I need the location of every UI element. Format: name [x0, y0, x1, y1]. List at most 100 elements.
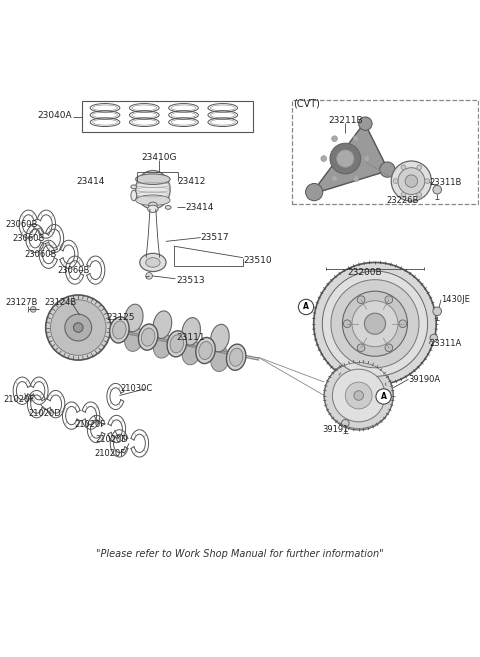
- Ellipse shape: [136, 171, 170, 209]
- Circle shape: [405, 175, 418, 187]
- Circle shape: [299, 300, 314, 315]
- Ellipse shape: [165, 206, 171, 210]
- Circle shape: [357, 296, 365, 304]
- Text: 23124B: 23124B: [45, 298, 77, 307]
- Ellipse shape: [211, 347, 229, 371]
- Circle shape: [401, 165, 406, 170]
- Text: A: A: [303, 302, 309, 311]
- Circle shape: [50, 300, 106, 355]
- Ellipse shape: [131, 190, 137, 200]
- Bar: [82, 101, 253, 132]
- Circle shape: [331, 280, 419, 368]
- Circle shape: [61, 337, 69, 345]
- Text: A: A: [381, 392, 386, 401]
- Circle shape: [425, 179, 430, 183]
- Circle shape: [323, 271, 428, 376]
- Circle shape: [332, 175, 337, 181]
- Circle shape: [88, 310, 96, 318]
- Circle shape: [385, 296, 393, 304]
- Text: 23200B: 23200B: [347, 267, 382, 277]
- Ellipse shape: [211, 325, 229, 352]
- Text: 23060B: 23060B: [5, 219, 38, 229]
- Text: 23060B: 23060B: [57, 265, 90, 275]
- Text: 21020D: 21020D: [96, 435, 128, 444]
- Circle shape: [46, 295, 111, 360]
- Circle shape: [399, 320, 407, 328]
- Text: 23060B: 23060B: [24, 250, 57, 259]
- Circle shape: [342, 291, 408, 356]
- Circle shape: [336, 150, 354, 168]
- Ellipse shape: [124, 304, 143, 332]
- Ellipse shape: [113, 321, 126, 339]
- Ellipse shape: [146, 258, 160, 267]
- Text: 39190A: 39190A: [408, 374, 441, 384]
- Circle shape: [417, 193, 421, 197]
- Circle shape: [354, 391, 363, 400]
- Ellipse shape: [136, 174, 170, 185]
- Ellipse shape: [153, 311, 172, 338]
- Ellipse shape: [131, 185, 137, 189]
- Circle shape: [352, 301, 398, 347]
- Ellipse shape: [110, 317, 129, 343]
- Circle shape: [343, 320, 351, 328]
- Ellipse shape: [167, 330, 187, 357]
- Text: 23513: 23513: [177, 276, 205, 285]
- Text: 23311A: 23311A: [429, 339, 461, 348]
- Circle shape: [376, 389, 391, 404]
- Text: 1430JE: 1430JE: [441, 295, 470, 304]
- Text: 21020F: 21020F: [94, 449, 125, 459]
- Ellipse shape: [124, 327, 143, 351]
- Circle shape: [357, 344, 365, 351]
- Circle shape: [314, 262, 436, 385]
- Text: 23517: 23517: [201, 233, 229, 242]
- Circle shape: [391, 161, 432, 201]
- Circle shape: [341, 419, 349, 427]
- Text: "Please refer to Work Shop Manual for further information": "Please refer to Work Shop Manual for fu…: [96, 549, 384, 559]
- Circle shape: [380, 162, 395, 177]
- Circle shape: [359, 117, 372, 130]
- Circle shape: [30, 306, 36, 312]
- Circle shape: [385, 344, 393, 351]
- Text: 21020F: 21020F: [75, 420, 106, 429]
- Text: (CVT): (CVT): [294, 99, 321, 108]
- Text: 23226B: 23226B: [386, 196, 419, 205]
- Text: 23127B: 23127B: [5, 298, 38, 307]
- Ellipse shape: [153, 333, 172, 358]
- Ellipse shape: [141, 328, 155, 346]
- Text: 23414: 23414: [185, 203, 213, 212]
- Text: 21030C: 21030C: [120, 384, 153, 394]
- Polygon shape: [311, 123, 388, 194]
- Text: 39191: 39191: [323, 424, 349, 434]
- Circle shape: [73, 323, 83, 332]
- Circle shape: [433, 185, 442, 194]
- Ellipse shape: [136, 195, 170, 206]
- Text: 23211B: 23211B: [328, 116, 362, 125]
- Circle shape: [393, 179, 398, 183]
- Ellipse shape: [140, 254, 166, 271]
- Text: 23125: 23125: [106, 313, 134, 321]
- Ellipse shape: [229, 348, 243, 366]
- Text: 23510: 23510: [244, 256, 273, 265]
- Text: 23040A: 23040A: [37, 112, 72, 120]
- Text: 23060B: 23060B: [12, 234, 45, 243]
- Circle shape: [321, 156, 326, 162]
- Ellipse shape: [148, 205, 158, 212]
- Ellipse shape: [196, 338, 215, 363]
- Circle shape: [65, 314, 92, 341]
- Circle shape: [353, 136, 359, 141]
- Circle shape: [332, 136, 337, 141]
- Text: 23311B: 23311B: [429, 177, 461, 187]
- Circle shape: [330, 143, 360, 174]
- Ellipse shape: [170, 335, 184, 353]
- Ellipse shape: [182, 340, 200, 365]
- Text: 21020F: 21020F: [3, 395, 34, 404]
- Circle shape: [324, 361, 393, 430]
- Circle shape: [306, 183, 323, 200]
- Circle shape: [401, 193, 406, 197]
- Text: 23412: 23412: [178, 177, 206, 185]
- Circle shape: [364, 313, 385, 334]
- Circle shape: [430, 334, 438, 342]
- Circle shape: [88, 337, 96, 345]
- Circle shape: [433, 307, 442, 315]
- Text: 23111: 23111: [177, 332, 205, 342]
